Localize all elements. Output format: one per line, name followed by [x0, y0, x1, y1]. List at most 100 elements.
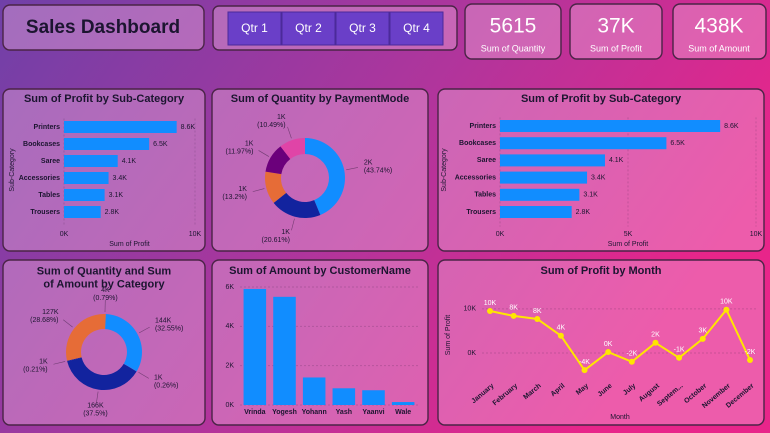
donut-slice [123, 363, 137, 372]
point [747, 357, 753, 363]
bar [500, 154, 605, 167]
leader-line [138, 372, 149, 379]
text-line: of Amount by Category [43, 278, 165, 290]
text-line: 1K [39, 359, 48, 366]
chart-panel [2, 88, 206, 252]
kpi-card [672, 3, 767, 60]
kpi-card [569, 3, 663, 60]
chart-title: Sum of Profit by Sub-Category [521, 93, 682, 105]
text-line: (43.74%) [364, 167, 392, 174]
chart-title: Sum of Amount by CustomerName [229, 265, 411, 277]
slicer-label[interactable]: Qtr 1 [241, 21, 268, 35]
text-line: (10.49%) [257, 122, 285, 129]
bar [500, 120, 721, 132]
leader-line [291, 218, 295, 231]
data-label: 1K (0.21%) [23, 359, 48, 374]
data-label: -2K [626, 351, 637, 358]
y-tick-label: Bookcases [459, 140, 496, 147]
leader-line [258, 150, 270, 157]
y-tick-label: Saree [41, 158, 60, 165]
text-line: 1K [281, 229, 290, 236]
y-tick-label: Tables [38, 192, 60, 199]
donut-slice [67, 357, 82, 362]
text-line: 1K [154, 374, 163, 381]
slicer-label[interactable]: Qtr 4 [403, 21, 430, 35]
x-tick-label: 10K [750, 231, 763, 238]
data-label: 4.1K [609, 157, 624, 164]
kpi-label: Sum of Amount [688, 43, 750, 53]
data-label: 4K (0.79%) [93, 287, 118, 302]
slicer-button[interactable] [389, 11, 444, 46]
chart-panel [437, 88, 765, 252]
data-label: 1K (13.2%) [222, 186, 247, 201]
leader-line [287, 126, 292, 139]
text-line: 1K [238, 186, 247, 193]
bar [64, 206, 101, 218]
text-line: (28.68%) [30, 317, 58, 324]
slicer-button[interactable] [227, 11, 282, 46]
donut-slice [265, 171, 287, 203]
point [557, 332, 564, 339]
y-axis-title: Sum of Profit [445, 315, 452, 356]
x-axis-title: Month [610, 414, 630, 421]
y-tick-label: 0K [225, 402, 234, 409]
data-label: 2K [651, 332, 660, 339]
x-tick-label: Yohann [302, 409, 327, 416]
data-label: 6.5K [153, 141, 168, 148]
donut-slice [105, 314, 142, 372]
kpi-label: Sum of Profit [590, 43, 643, 53]
bar [64, 155, 118, 167]
y-tick-label: Trousers [466, 209, 496, 216]
bar [332, 388, 356, 405]
chart-title: Sum of Profit by Month [541, 265, 662, 277]
x-tick-label: 0K [496, 231, 505, 238]
text-line: (0.21%) [23, 367, 48, 374]
x-tick-label: 5K [624, 231, 633, 238]
donut-slice [67, 357, 137, 390]
data-label: 1K (11.97%) [226, 140, 254, 155]
text-line: Sum of Quantity and Sum [37, 265, 172, 277]
x-tick-label: 10K [189, 231, 202, 238]
text-line: 4K [101, 287, 110, 294]
y-tick-label: 4K [225, 323, 234, 330]
data-label: 144K (32.55%) [155, 317, 183, 332]
chart-title: Sum of Quantity by PaymentMode [231, 93, 409, 105]
x-tick-label: Yash [336, 409, 352, 416]
slicer-button[interactable] [281, 11, 336, 46]
kpi-card [464, 3, 562, 60]
data-label: 0K [604, 341, 613, 348]
text-line: (11.97%) [226, 148, 254, 155]
bar [64, 138, 150, 150]
kpi-value: 37K [597, 15, 634, 38]
point [534, 315, 541, 322]
bar [273, 296, 296, 405]
text-line: (0.26%) [154, 382, 179, 389]
bar [64, 189, 105, 201]
leader-line [252, 188, 265, 192]
kpi-label: Sum of Quantity [481, 43, 546, 53]
point [699, 335, 706, 342]
bar [64, 172, 109, 184]
slicer-label[interactable]: Qtr 2 [295, 21, 322, 35]
data-label: 6.5K [670, 140, 685, 147]
data-label: 4K [557, 325, 566, 332]
bar [500, 137, 667, 150]
text-line: (13.2%) [222, 194, 247, 201]
bar [500, 171, 588, 184]
title-card [2, 4, 205, 51]
x-tick-label: Yogesh [272, 409, 297, 416]
donut-slice [265, 146, 291, 175]
text-line: 2K [364, 159, 373, 166]
text-line: 1K [245, 140, 254, 147]
data-label: -4K [579, 359, 590, 366]
slicer-button[interactable] [335, 11, 390, 46]
x-tick-label: Wale [395, 409, 411, 416]
point [723, 306, 730, 313]
data-label: 166K (37.5%) [83, 402, 108, 417]
slicer-label[interactable]: Qtr 3 [349, 21, 376, 35]
y-tick-label: Saree [477, 157, 496, 164]
x-axis-title: Sum of Profit [608, 241, 649, 248]
y-tick-label: 10K [464, 306, 477, 313]
data-label: 2K (43.74%) [364, 159, 392, 174]
